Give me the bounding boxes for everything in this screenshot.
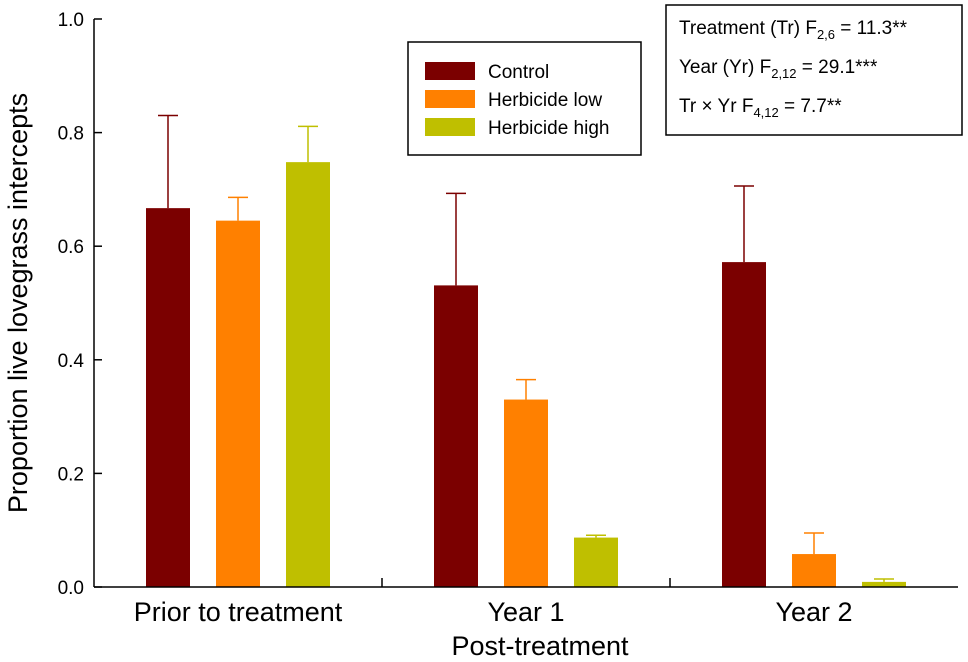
bar	[286, 162, 330, 588]
legend-label: Herbicide low	[488, 90, 602, 111]
stats-box: Treatment (Tr) F2,6 = 11.3**Year (Yr) F2…	[665, 4, 963, 136]
legend-label: Herbicide high	[488, 118, 609, 139]
bar	[504, 399, 548, 587]
stat-suffix: = 11.3**	[835, 18, 908, 39]
legend-label: Control	[488, 62, 549, 83]
bars-group	[146, 114, 906, 588]
y-tick-label: 0.6	[58, 237, 84, 258]
stat-prefix: Treatment (Tr) F	[679, 18, 817, 39]
y-tick-label: 0.0	[58, 578, 84, 599]
legend-swatch	[425, 62, 475, 80]
y-axis-title: Proportion live lovegrass intercepts	[3, 93, 33, 513]
bar	[792, 554, 836, 587]
stat-line: Treatment (Tr) F2,6 = 11.3**	[679, 18, 908, 42]
stat-line: Year (Yr) F2,12 = 29.1***	[679, 57, 878, 81]
y-tick-label: 0.2	[58, 464, 84, 485]
legend-swatch	[425, 118, 475, 136]
legend-swatch	[425, 90, 475, 108]
stat-suffix: = 7.7**	[779, 96, 842, 117]
legend: Control Herbicide low Herbicide high	[407, 41, 642, 156]
stat-subscript: 2,6	[817, 27, 835, 42]
axes-group: 0.0 0.2 0.4 0.6 0.8 1.0 Prior to treatment Year…	[58, 10, 958, 627]
stat-prefix: Tr × Yr F	[679, 96, 753, 117]
bar	[146, 208, 190, 588]
bar	[574, 537, 618, 587]
y-tick-label: 0.8	[58, 124, 84, 145]
stat-suffix: = 29.1***	[797, 57, 878, 78]
y-tick-label: 0.4	[58, 351, 85, 372]
bar	[216, 220, 260, 587]
stat-line: Tr × Yr F4,12 = 7.7**	[679, 96, 842, 120]
x-category-label: Year 1	[487, 597, 564, 627]
x-axis-title: Post-treatment	[451, 631, 629, 661]
x-category-label: Prior to treatment	[134, 597, 343, 627]
bar	[434, 285, 478, 587]
stat-prefix: Year (Yr) F	[679, 57, 771, 78]
stat-subscript: 4,12	[753, 105, 778, 120]
bar	[862, 581, 906, 587]
stat-subscript: 2,12	[771, 66, 796, 81]
y-tick-label: 1.0	[58, 10, 84, 31]
bar	[722, 262, 766, 587]
stats-box-border	[665, 4, 963, 136]
x-category-label: Year 2	[775, 597, 852, 627]
